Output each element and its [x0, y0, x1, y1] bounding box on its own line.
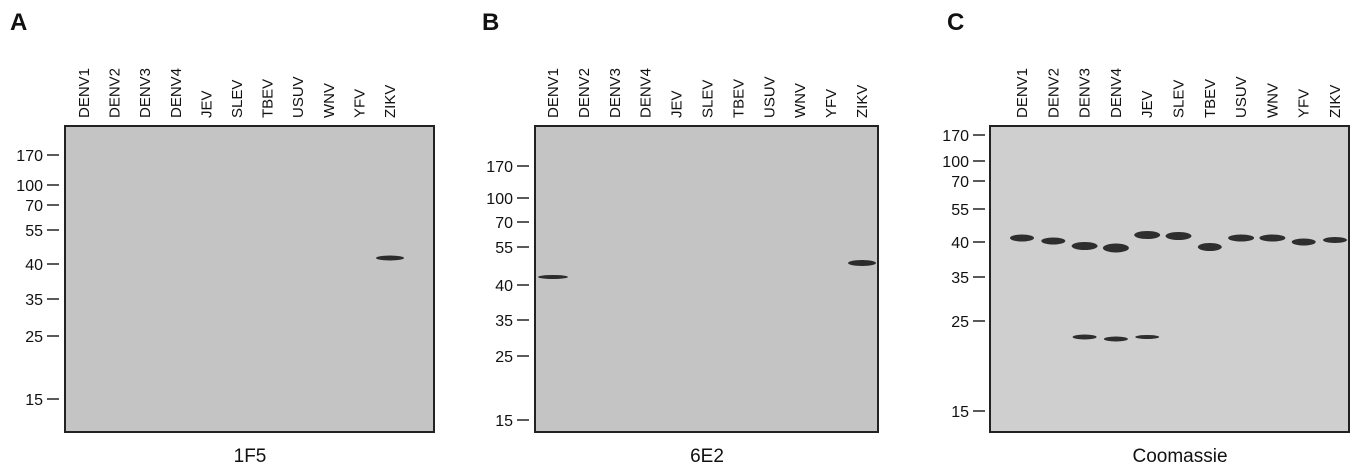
- band: [538, 275, 568, 279]
- lane-label: DENV1: [1014, 68, 1031, 118]
- marker-label: 70: [25, 198, 43, 215]
- marker-label: 40: [25, 257, 43, 274]
- marker-label: 170: [486, 159, 513, 176]
- lane-label: JEV: [1139, 90, 1156, 118]
- marker-label: 170: [942, 128, 969, 145]
- marker-label: 170: [16, 148, 43, 165]
- lane-label: DENV4: [168, 68, 185, 118]
- lane-label: JEV: [198, 90, 215, 118]
- marker-label: 15: [495, 413, 513, 430]
- panel-letter: A: [10, 9, 27, 36]
- band: [1010, 234, 1034, 242]
- blot: [534, 125, 879, 433]
- marker-label: 40: [495, 278, 513, 295]
- lane-label: YFV: [1296, 89, 1313, 118]
- band: [1259, 234, 1286, 242]
- lane-label: TBEV: [260, 79, 277, 118]
- band: [1134, 231, 1161, 239]
- band: [1072, 334, 1097, 340]
- band: [376, 255, 404, 261]
- lane-label: SLEV: [700, 80, 717, 118]
- lane-label: DENV2: [107, 68, 124, 118]
- marker-label: 70: [951, 174, 969, 191]
- lane-label: USUV: [761, 76, 778, 118]
- lane-label: DENV1: [76, 68, 93, 118]
- lane-label: YFV: [823, 89, 840, 118]
- lane-label: USUV: [290, 76, 307, 118]
- marker-label: 15: [25, 392, 43, 409]
- lane-label: YFV: [351, 89, 368, 118]
- marker-label: 55: [25, 223, 43, 240]
- lane-label: WNV: [321, 83, 338, 118]
- lane-label: TBEV: [730, 79, 747, 118]
- marker-label: 35: [951, 270, 969, 287]
- lane-label: DENV3: [137, 68, 154, 118]
- marker-label: 40: [951, 235, 969, 252]
- lane-label: USUV: [1233, 76, 1250, 118]
- band: [1197, 243, 1222, 251]
- panel: B DENV1 DENV2 DENV3 DENV4 JEV SLEV TBEV USUV WNV Y…: [482, 9, 879, 467]
- band: [1103, 336, 1128, 342]
- marker-label: 25: [25, 329, 43, 346]
- lane-label: ZIKV: [1327, 85, 1344, 118]
- lane-label: DENV1: [545, 68, 562, 118]
- band: [1102, 243, 1129, 253]
- lane-label: WNV: [1264, 83, 1281, 118]
- band: [1041, 237, 1066, 245]
- marker-label: 25: [495, 349, 513, 366]
- band: [848, 260, 876, 266]
- band: [1071, 242, 1098, 250]
- panel-letter: B: [482, 9, 499, 36]
- lane-label: DENV4: [1108, 68, 1125, 118]
- blot: [989, 125, 1350, 433]
- caption: 6E2: [690, 446, 724, 467]
- lane-label: DENV4: [638, 68, 655, 118]
- band: [1165, 232, 1192, 240]
- marker-label: 35: [25, 292, 43, 309]
- lane-label: JEV: [669, 90, 686, 118]
- lane-label: TBEV: [1202, 79, 1219, 118]
- caption: 1F5: [234, 446, 267, 467]
- marker-label: 55: [495, 240, 513, 257]
- lane-label: DENV2: [1045, 68, 1062, 118]
- lane-label: SLEV: [229, 80, 246, 118]
- lane-label: DENV2: [576, 68, 593, 118]
- band: [1323, 237, 1347, 243]
- marker-label: 70: [495, 215, 513, 232]
- band: [1228, 234, 1255, 242]
- panel: A DENV1 DENV2 DENV3 DENV4 JEV SLEV TBEV USUV WNV Y…: [10, 9, 435, 467]
- marker-label: 55: [951, 202, 969, 219]
- panel: C DENV1 DENV2 DENV3 DENV4 JEV SLEV TBEV USUV WNV Y…: [942, 9, 1350, 467]
- lane-label: WNV: [792, 83, 809, 118]
- lane-label: SLEV: [1171, 80, 1188, 118]
- band: [1135, 335, 1160, 339]
- marker-label: 25: [951, 314, 969, 331]
- band: [1291, 238, 1316, 246]
- lane-label: ZIKV: [854, 85, 871, 118]
- marker-label: 100: [486, 191, 513, 208]
- marker-label: 100: [16, 178, 43, 195]
- marker-label: 100: [942, 154, 969, 171]
- panel-letter: C: [947, 9, 964, 36]
- lane-label: DENV3: [1077, 68, 1094, 118]
- lane-label: DENV3: [607, 68, 624, 118]
- lane-label: ZIKV: [382, 85, 399, 118]
- marker-label: 35: [495, 313, 513, 330]
- caption: Coomassie: [1132, 446, 1227, 467]
- blot: [64, 125, 435, 433]
- marker-label: 15: [951, 404, 969, 421]
